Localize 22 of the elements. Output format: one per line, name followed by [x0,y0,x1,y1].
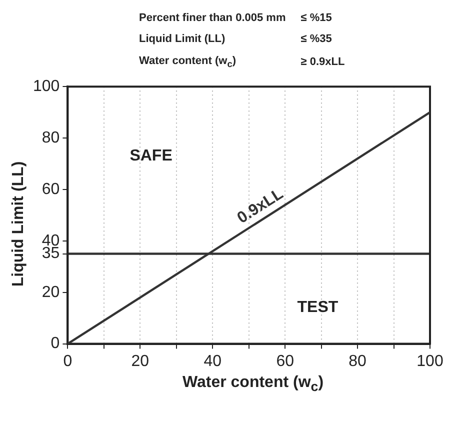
text: ≤ %15 [300,11,333,26]
text: Percent finer than 0.005 mm [138,11,287,26]
x-axis-title: Water content (w$_{c}$) [181,374,325,394]
x-tick-label: 20 [131,352,150,370]
y-tick-label: 35 [42,245,60,262]
annotation: SAFE [130,147,173,164]
y-tick-label: 0 [50,335,60,352]
y-tick-label: 60 [42,180,60,198]
x-tick-label: 0 [63,352,72,370]
x-tick-label: 60 [276,352,294,370]
text: Water content (w$_{c}$) [138,54,237,71]
x-tick-label: 100 [416,352,444,370]
y-axis-title: Liquid Limit (LL) [10,161,28,287]
x-tick-label: 40 [204,352,222,370]
y-tick-label: 80 [42,129,60,146]
annotation: TEST [297,299,338,316]
x-tick-label: 80 [348,352,367,370]
y-tick-label: 100 [32,78,60,96]
text: ≥ 0.9xLL [300,54,346,70]
text: Liquid Limit (LL) [138,32,226,48]
y-tick-label: 20 [42,284,60,301]
text: ≤ %35 [300,32,333,48]
